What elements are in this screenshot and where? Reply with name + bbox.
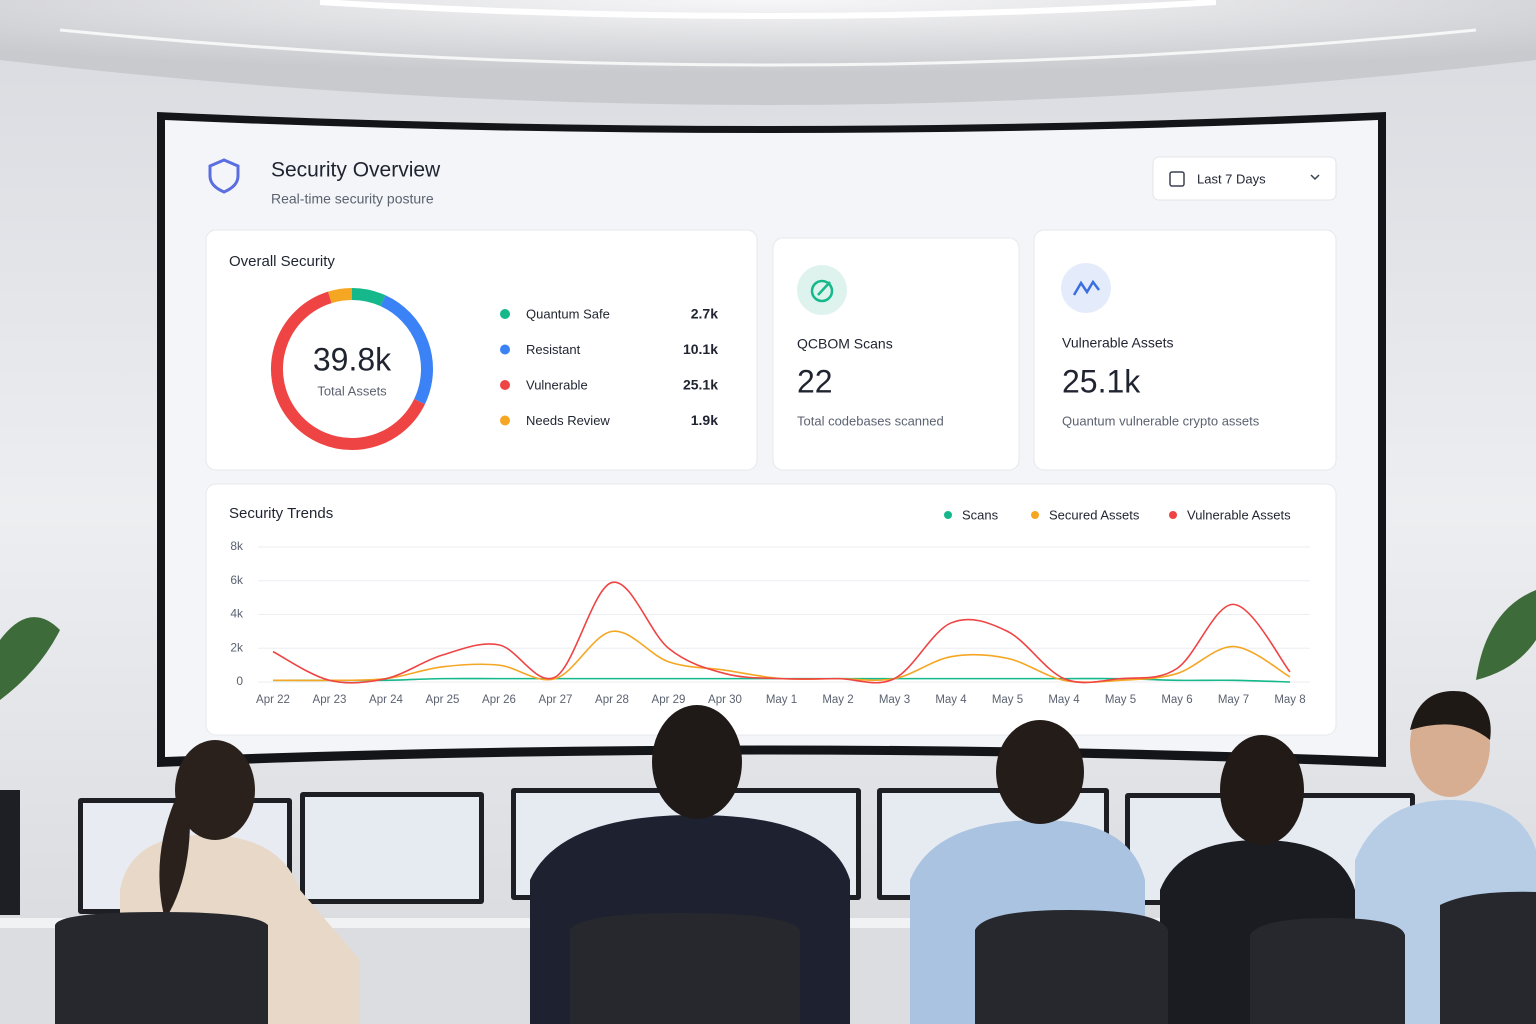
monitor [0,790,20,915]
legend-dot [500,309,510,319]
legend-dot [500,415,510,426]
x-tick-label: May 6 [1161,694,1192,706]
legend-label: Resistant [526,342,581,357]
date-filter[interactable]: Last 7 Days [1152,156,1337,201]
x-tick-label: May 4 [1048,694,1080,706]
shield-icon [208,158,240,194]
donut-center-label: Total Assets [317,383,387,398]
legend-dot [1031,511,1039,519]
person-hair [1410,691,1491,740]
person-head [1220,735,1304,845]
legend-value: 1.9k [691,412,718,428]
legend-value: 10.1k [683,341,718,357]
chevron [1310,174,1320,181]
card-title: Security Trends [229,505,333,522]
trend-icon-bg [1061,263,1111,313]
card-value: 22 [797,363,833,399]
donut-center-value: 39.8k [313,341,392,377]
ceiling-light [319,0,1217,19]
scan-icon [810,279,834,303]
donut-segment [328,288,353,304]
person-head [652,705,742,819]
x-tick-label: Apr 25 [426,694,460,706]
x-tick-label: May 2 [822,694,853,706]
page-title: Security Overview [271,159,441,182]
y-tick-label: 0 [236,674,243,688]
y-tick-label: 2k [230,640,244,654]
person-head [175,740,255,840]
legend-dot [500,380,510,390]
x-tick-label: May 1 [766,694,797,706]
x-tick-label: Apr 30 [708,694,742,706]
donut-segment [351,288,386,307]
charts: Overall Security Quantum Safe 2.7k Resistan… [229,253,1310,706]
chair [570,913,800,1024]
legend-dot [500,344,510,355]
donut-segment [271,291,425,450]
legend-value: 2.7k [691,306,718,322]
card-value: 25.1k [1062,363,1141,399]
legend-dot [944,511,952,519]
monitor-screen [305,797,479,899]
card-caption: Total codebases scanned [797,413,944,428]
legend-value: 25.1k [683,377,718,393]
x-tick-label: Apr 22 [256,694,290,706]
foreground [0,590,1536,1024]
x-tick-label: Apr 26 [482,694,516,706]
legend-label: Secured Assets [1049,507,1140,522]
chair [1440,891,1536,1024]
x-tick-label: May 8 [1274,694,1305,706]
ceiling [0,0,1536,105]
x-tick-label: Apr 29 [652,694,686,706]
legend-label: Vulnerable Assets [1187,507,1291,522]
x-tick-label: Apr 27 [539,694,573,706]
calendar-icon [1169,171,1185,187]
donut-segment [380,295,433,405]
x-tick-label: Apr 28 [595,694,629,706]
chair [975,910,1168,1024]
y-tick-label: 6k [230,573,244,587]
x-tick-label: May 7 [1218,694,1249,706]
dropdown-label[interactable]: Last 7 Days [1197,171,1266,186]
series-line [272,581,1291,684]
scan-icon [817,281,831,296]
person-hair [159,800,190,920]
x-tick-label: May 5 [992,694,1023,706]
ceiling-light [59,28,1477,67]
card-title: Vulnerable Assets [1062,335,1174,351]
legend-label: Vulnerable [526,377,588,392]
y-tick-label: 8k [230,539,244,553]
x-tick-label: May 5 [1105,694,1136,706]
y-tick-label: 4k [230,607,244,621]
x-tick-label: Apr 23 [313,694,347,706]
x-tick-label: May 3 [879,694,910,706]
card-caption: Quantum vulnerable crypto assets [1062,413,1260,428]
legend-label: Quantum Safe [526,306,610,321]
card-title: QCBOM Scans [797,336,893,352]
legend-dot [1169,511,1177,519]
person-head [996,720,1084,824]
x-tick-label: May 4 [935,694,967,706]
chair [1250,918,1405,1024]
page-subtitle: Real-time security posture [271,191,434,207]
trend-icon [1072,279,1100,296]
dropdown-box[interactable] [1152,156,1337,201]
card-title: Overall Security [229,253,335,270]
legend-label: Needs Review [526,413,610,428]
x-tick-label: Apr 24 [369,694,403,706]
chair [55,912,268,1024]
legend-label: Scans [962,507,999,522]
